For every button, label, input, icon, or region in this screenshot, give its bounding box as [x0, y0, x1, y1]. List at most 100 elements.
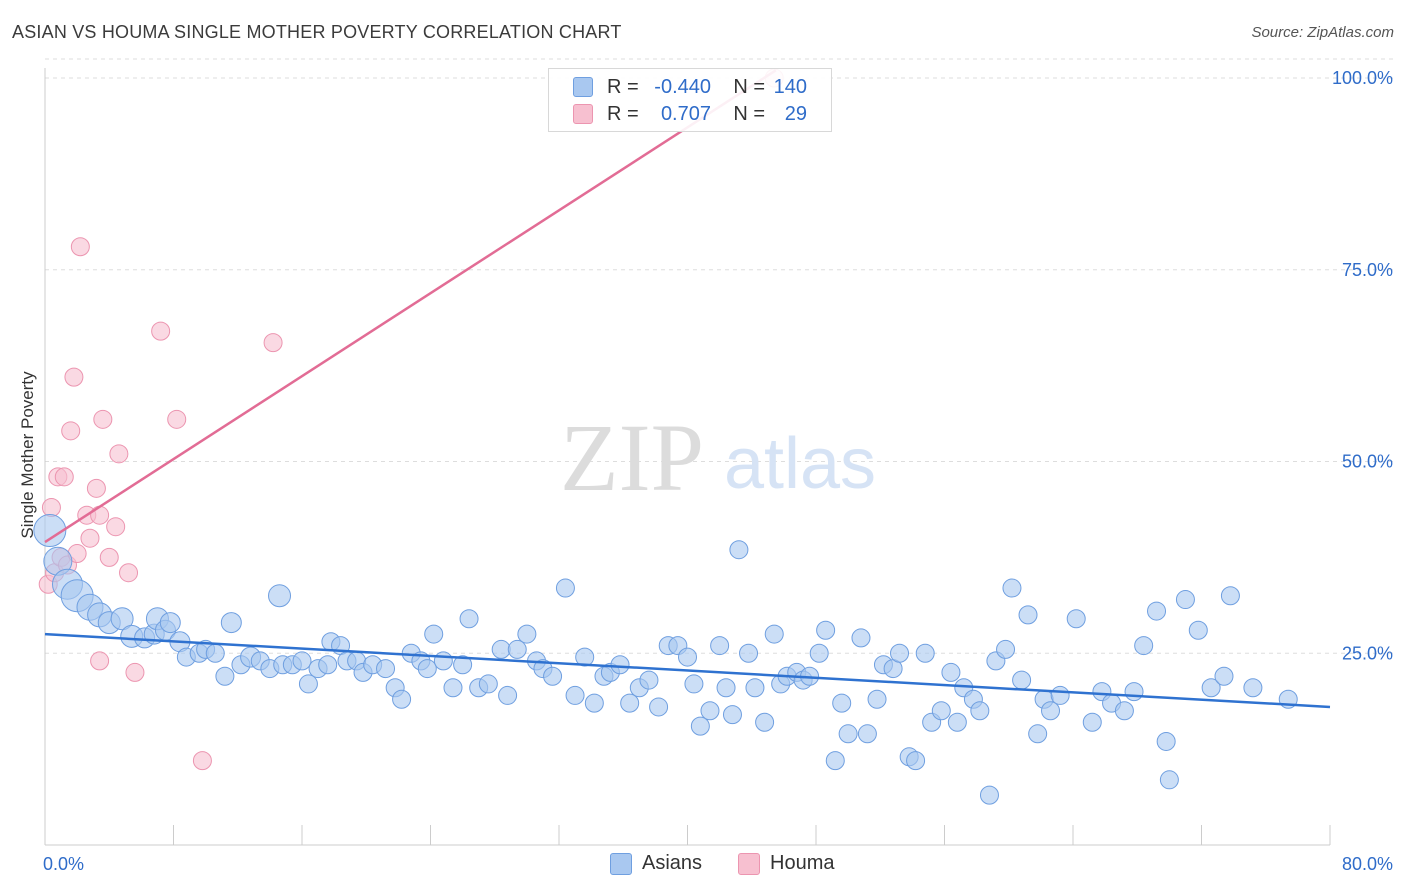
asian-point	[684, 674, 704, 694]
asian-point	[575, 647, 595, 667]
legend-label: Asians	[642, 852, 703, 874]
houma-point	[86, 478, 106, 498]
asian-point	[764, 624, 784, 644]
asian-swatch	[573, 77, 593, 97]
r-value: 0.707	[660, 102, 711, 125]
houma-swatch	[573, 104, 593, 124]
houma-point	[93, 409, 113, 429]
asian-point	[1156, 731, 1176, 751]
asian-point	[543, 666, 563, 686]
asian-point	[906, 751, 926, 771]
houma-point	[167, 409, 187, 429]
legend-item-houma: Houma	[738, 852, 835, 875]
r-value: -0.440	[654, 75, 711, 98]
houma-point	[263, 333, 283, 353]
asian-point	[159, 612, 181, 634]
asian-point	[220, 612, 242, 634]
asian-point	[809, 643, 829, 663]
asian-point	[215, 666, 235, 686]
asian-point	[710, 636, 730, 656]
grid-lines	[45, 58, 1395, 654]
asian-point	[517, 624, 537, 644]
houma-point	[125, 662, 145, 682]
asian-point	[1050, 685, 1070, 705]
asian-point	[851, 628, 871, 648]
houma-trend-line	[44, 69, 777, 544]
asian-point	[739, 643, 759, 663]
legend-row-houma: R = 0.707 N = 29	[573, 101, 807, 127]
houma-point	[54, 467, 74, 487]
asian-point	[832, 693, 852, 713]
asian-swatch	[610, 852, 632, 875]
trend-lines	[44, 69, 1331, 709]
asian-point	[205, 643, 225, 663]
asian-point	[1188, 620, 1208, 640]
asian-point	[1018, 605, 1038, 625]
houma-swatch	[738, 852, 761, 875]
asian-point	[941, 662, 961, 682]
asian-point	[491, 639, 511, 659]
asian-point	[392, 689, 412, 709]
asian-point	[1220, 586, 1240, 606]
asian-point	[890, 643, 910, 663]
y-axis-label: Single Mother Poverty	[18, 371, 37, 539]
asian-point	[722, 705, 742, 725]
source-label: Source: ZipAtlas.com	[1251, 24, 1394, 41]
houma-point	[119, 563, 139, 583]
n-value: 29	[784, 102, 807, 125]
houma-point	[41, 498, 61, 518]
asian-point	[1147, 601, 1167, 621]
asian-point	[838, 724, 858, 744]
asian-point	[292, 651, 312, 671]
asian-point	[417, 659, 437, 679]
houma-point	[61, 421, 81, 441]
houma-point	[90, 505, 110, 525]
houma-point	[109, 444, 129, 464]
asian-point	[915, 643, 935, 663]
asian-point	[1201, 678, 1221, 698]
asian-point	[110, 607, 134, 631]
asian-point	[1214, 666, 1234, 686]
asian-point	[424, 624, 444, 644]
houma-point	[80, 528, 100, 548]
asian-point	[584, 693, 604, 713]
asian-point	[729, 540, 749, 560]
asian-point	[755, 712, 775, 732]
asian-point	[745, 678, 765, 698]
asian-point	[1175, 590, 1195, 610]
x-tick-label: 0.0%	[43, 854, 84, 874]
asian-point	[639, 670, 659, 690]
asian-point	[478, 674, 498, 694]
asian-points	[33, 514, 1298, 805]
houma-point	[106, 517, 126, 537]
asian-point	[33, 514, 67, 548]
asian-point	[1002, 578, 1022, 598]
asian-point	[979, 785, 999, 805]
asian-point	[1082, 712, 1102, 732]
asian-point	[716, 678, 736, 698]
houma-point	[64, 367, 84, 387]
asian-point	[931, 701, 951, 721]
asian-point	[1124, 682, 1144, 702]
houma-point	[99, 547, 119, 567]
asian-point	[649, 697, 669, 717]
watermark-atlas: atlas	[724, 424, 876, 504]
asian-point	[690, 716, 710, 736]
asian-point	[1114, 701, 1134, 721]
correlation-legend: R = -0.440 N = 140 R = 0.707 N = 29	[548, 68, 832, 132]
r-label: R =	[607, 75, 639, 98]
legend-item-asians: Asians	[610, 852, 702, 875]
asian-point	[1066, 609, 1086, 629]
asian-point	[1041, 701, 1061, 721]
asian-point	[970, 701, 990, 721]
y-tick-label: 100.0%	[1332, 68, 1393, 88]
houma-point	[151, 321, 171, 341]
x-tick-label: 80.0%	[1342, 854, 1393, 874]
asian-point	[433, 651, 453, 671]
asian-point	[996, 639, 1016, 659]
asian-point	[620, 693, 640, 713]
asian-point	[816, 620, 836, 640]
asian-point	[825, 751, 845, 771]
watermark: ZIP atlas	[560, 404, 876, 511]
